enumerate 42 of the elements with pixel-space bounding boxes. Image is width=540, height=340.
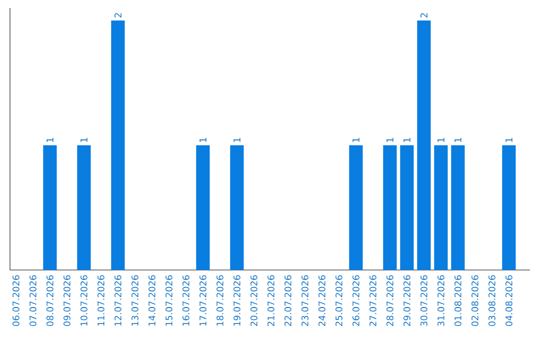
x-tick-label: 24.07.2026 xyxy=(318,275,326,326)
x-tick-label: 10.07.2026 xyxy=(80,275,88,326)
x-tick-label: 03.08.2026 xyxy=(488,275,496,326)
x-tick-label: 25.07.2026 xyxy=(335,275,342,326)
x-tick-label: 20.07.2026 xyxy=(250,275,258,326)
x-tick-label: 30.07.2026 xyxy=(420,275,428,326)
x-tick-label: 29.07.2026 xyxy=(403,275,410,326)
x-tick-label: 22.07.2026 xyxy=(284,275,292,326)
x-tick-label: 06.07.2026 xyxy=(12,275,20,326)
x-tick-label: 07.07.2026 xyxy=(30,275,36,326)
x-tick-label: 31.07.2026 xyxy=(437,275,444,326)
data-label: 1 xyxy=(200,138,206,142)
x-tick-label: 21.07.2026 xyxy=(268,275,274,326)
x-tick-label: 17.07.2026 xyxy=(200,275,206,326)
data-label: 1 xyxy=(438,138,444,142)
x-tick-label: 11.07.2026 xyxy=(98,275,104,326)
data-label: 2 xyxy=(114,13,122,18)
x-tick-label: 18.07.2026 xyxy=(216,275,224,326)
data-label: 1 xyxy=(386,138,394,142)
data-label: 1 xyxy=(454,138,462,142)
x-tick-label: 15.07.2026 xyxy=(166,275,172,326)
x-tick-label: 13.07.2026 xyxy=(132,275,138,326)
data-label: 1 xyxy=(352,138,360,142)
data-label: 1 xyxy=(506,138,512,142)
data-label: 1 xyxy=(404,138,410,142)
x-tick-label: 08.07.2026 xyxy=(46,275,54,326)
x-tick-label: 09.07.2026 xyxy=(64,275,70,326)
x-tick-label: 23.07.2026 xyxy=(302,275,308,326)
x-tick-label: 27.07.2026 xyxy=(369,275,376,326)
data-label: 2 xyxy=(420,13,428,18)
x-tick-label: 14.07.2026 xyxy=(148,275,156,326)
x-tick-label: 01.08.2026 xyxy=(454,275,462,326)
x-tick-label: 04.08.2026 xyxy=(505,275,512,326)
data-label: 1 xyxy=(234,138,240,142)
x-tick-label: 26.07.2026 xyxy=(352,275,360,326)
x-tick-label: 16.07.2026 xyxy=(182,275,190,326)
x-tick-label: 02.08.2026 xyxy=(471,275,478,326)
x-tick-label: 12.07.2026 xyxy=(114,275,122,326)
data-label: 1 xyxy=(80,138,88,142)
data-label: 1 xyxy=(46,138,54,142)
x-tick-label: 19.07.2026 xyxy=(234,275,240,326)
x-tick-label: 28.07.2026 xyxy=(386,275,394,326)
